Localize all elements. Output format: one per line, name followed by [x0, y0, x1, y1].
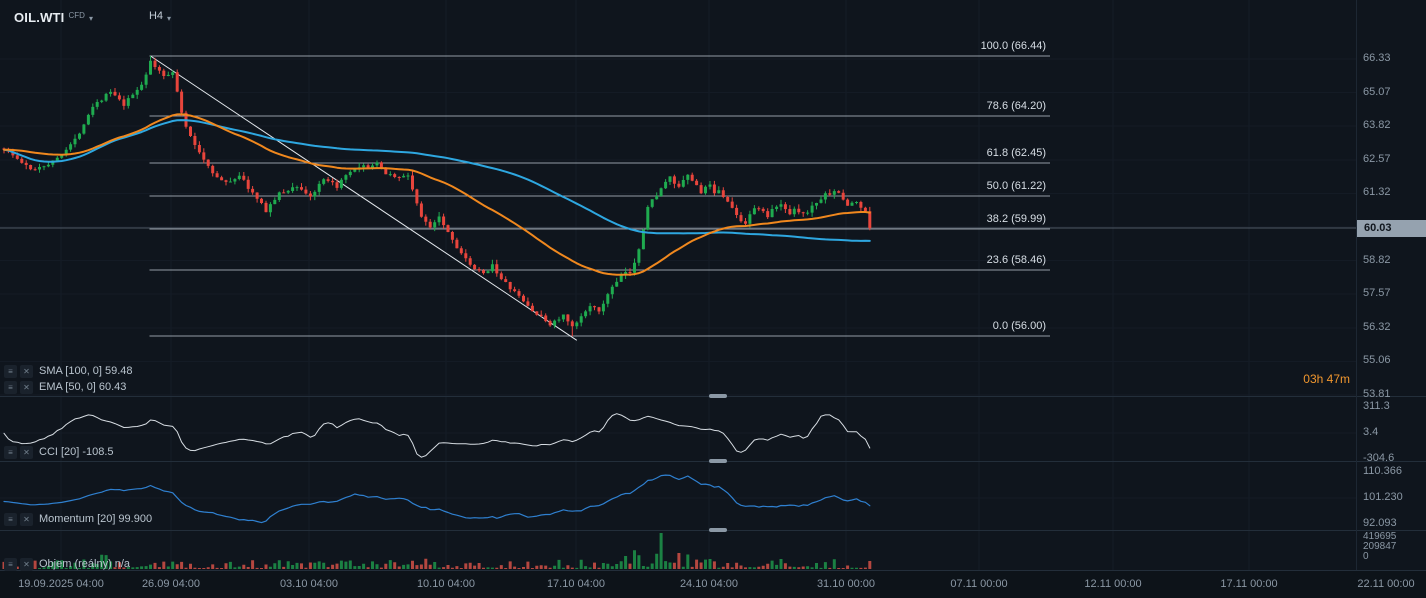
indicator-settings-icon[interactable]: ≡ — [4, 512, 17, 526]
price-axis[interactable] — [1356, 0, 1426, 570]
time-axis-label: 24.10 04:00 — [679, 578, 739, 590]
time-axis-label: 07.11 00:00 — [950, 578, 1008, 590]
volume-label: Objem (reálny) — [39, 558, 112, 570]
ema-value: 60.43 — [98, 381, 127, 393]
indicator-settings-icon[interactable]: ≡ — [4, 445, 17, 459]
timeframe-label: H4 — [148, 10, 164, 22]
momentum-line[interactable] — [3, 474, 871, 524]
symbol-name: OIL.WTI — [14, 10, 65, 25]
fib-level-label: 61.8 (62.45) — [986, 147, 1046, 160]
fib-level-label: 0.0 (56.00) — [992, 320, 1046, 333]
symbol-selector[interactable]: OIL.WTI CFD ▾ — [14, 10, 93, 25]
time-axis-label: 19.09.2025 04:00 — [18, 578, 104, 590]
price-axis-label: 61.32 — [1363, 186, 1391, 199]
indicator-row-momentum: ≡ ✕ Momentum [20] 99.900 — [4, 512, 152, 526]
time-axis-label: 03.10 04:00 — [279, 578, 339, 590]
candle-countdown-timer: 03h 47m — [1303, 372, 1350, 386]
indicator-remove-icon[interactable]: ✕ — [20, 557, 33, 571]
price-axis-label: 58.82 — [1363, 253, 1391, 266]
indicator-remove-icon[interactable]: ✕ — [20, 512, 33, 526]
ema-line[interactable] — [3, 113, 871, 276]
indicator-remove-icon[interactable]: ✕ — [20, 380, 33, 394]
price-axis-label: 56.32 — [1363, 320, 1391, 333]
cci-value: -108.5 — [82, 446, 114, 458]
fib-level-label: 100.0 (66.44) — [980, 40, 1046, 53]
trendline[interactable] — [150, 55, 578, 341]
time-axis-label: 17.10 04:00 — [546, 578, 606, 590]
momentum-axis-label: 92.093 — [1363, 517, 1397, 529]
price-axis-label: 66.33 — [1363, 52, 1391, 64]
cci-axis-label: 311.3 — [1363, 400, 1390, 412]
fib-level-label: 78.6 (64.20) — [986, 100, 1046, 113]
price-axis-label: 53.81 — [1363, 388, 1391, 400]
momentum-label: Momentum [20] — [39, 513, 116, 525]
pane-resize-handle[interactable] — [709, 394, 727, 398]
volume-axis-label: 419695 — [1363, 531, 1397, 542]
cci-label: CCI [20] — [39, 446, 80, 458]
indicator-remove-icon[interactable]: ✕ — [20, 364, 33, 378]
time-axis-label: 17.11 00:00 — [1220, 578, 1278, 590]
chevron-down-icon: ▾ — [88, 14, 93, 23]
indicator-settings-icon[interactable]: ≡ — [4, 380, 17, 394]
sma-value: 59.48 — [104, 365, 133, 377]
cci-axis-label: -304.6 — [1363, 452, 1395, 464]
momentum-value: 99.900 — [118, 513, 153, 525]
indicator-remove-icon[interactable]: ✕ — [20, 445, 33, 459]
indicator-row-cci: ≡ ✕ CCI [20] -108.5 — [4, 445, 114, 459]
fib-level-label: 23.6 (58.46) — [986, 254, 1046, 267]
candle-wicks-up — [39, 56, 857, 330]
cci-line[interactable] — [3, 413, 871, 458]
volume-bars-down — [2, 553, 872, 569]
cci-axis-label: 3.4 — [1363, 426, 1379, 438]
time-axis-label: 10.10 04:00 — [416, 578, 476, 590]
chevron-down-icon: ▾ — [167, 14, 172, 23]
price-axis-label: 55.06 — [1363, 354, 1391, 367]
time-axis-label: 26.09 04:00 — [141, 578, 201, 590]
timeframe-selector[interactable]: H4 ▾ — [149, 10, 171, 23]
sma-label: SMA [100, 0] — [39, 365, 102, 377]
fib-level-label: 38.2 (59.99) — [986, 213, 1046, 226]
volume-axis-label: 0 — [1363, 551, 1369, 562]
volume-bars-up — [38, 533, 858, 569]
overlay-row-ema: ≡ ✕ EMA [50, 0] 60.43 — [4, 380, 126, 394]
indicator-settings-icon[interactable]: ≡ — [4, 557, 17, 571]
momentum-axis-label: 101.230 — [1363, 491, 1403, 503]
current-price-badge: 60.03 — [1357, 220, 1426, 237]
price-axis-label: 57.57 — [1363, 287, 1391, 300]
price-axis-label: 65.07 — [1363, 85, 1391, 98]
indicator-settings-icon[interactable]: ≡ — [4, 364, 17, 378]
time-axis-label: 22.11 00:00 — [1357, 578, 1415, 590]
ema-label: EMA [50, 0] — [39, 381, 96, 393]
chart-header: OIL.WTI CFD ▾ H4 ▾ — [14, 10, 171, 25]
volume-value: n/a — [114, 558, 131, 570]
momentum-axis-label: 110.366 — [1363, 465, 1402, 477]
price-axis-label: 62.57 — [1363, 152, 1391, 165]
instrument-type-badge: CFD — [68, 11, 85, 20]
overlay-row-sma: ≡ ✕ SMA [100, 0] 59.48 — [4, 364, 133, 378]
price-axis-label: 63.82 — [1363, 119, 1391, 132]
time-axis[interactable] — [0, 570, 1426, 598]
fib-level-label: 50.0 (61.22) — [986, 180, 1046, 193]
indicator-row-volume: ≡ ✕ Objem (reálny) n/a — [4, 557, 130, 571]
volume-axis-label: 209847 — [1363, 541, 1397, 552]
pane-resize-handle[interactable] — [709, 459, 727, 463]
pane-resize-handle[interactable] — [709, 528, 727, 532]
sma-line[interactable] — [3, 119, 871, 242]
time-axis-label: 31.10 00:00 — [816, 578, 876, 590]
time-axis-label: 12.11 00:00 — [1084, 578, 1142, 590]
